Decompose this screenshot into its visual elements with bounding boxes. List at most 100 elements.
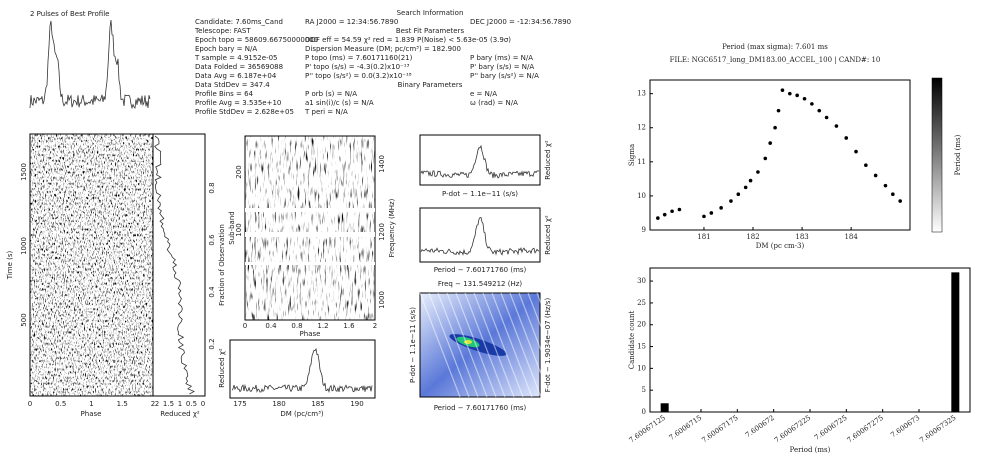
- y-label: Reduced χ²: [218, 348, 226, 388]
- info-line: Dispersion Measure (DM; pc/cm³) = 182.90…: [305, 45, 461, 53]
- chart-title: Period (max sigma): 7.601 ms: [722, 43, 828, 51]
- info-line: Epoch bary = N/A: [195, 45, 257, 53]
- y-tick-label: 20: [637, 321, 646, 329]
- point: [891, 192, 895, 197]
- contour-streak: [482, 292, 524, 398]
- info-line: P'' topo (s/s²) = 0.0(3.2)x10⁻¹⁸: [305, 72, 412, 80]
- x-label: Period − 7.60171760 (ms): [434, 266, 527, 274]
- y-tick-label: 10: [637, 364, 646, 372]
- point: [810, 102, 814, 106]
- point: [768, 141, 772, 145]
- info-line: P' bary (s/s) = N/A: [470, 63, 534, 71]
- contour-streak: [437, 292, 479, 398]
- info-line: Epoch topo = 58609.66750000000: [195, 36, 318, 44]
- x-tick-label: 182: [746, 233, 759, 241]
- search-title: Search Information: [397, 9, 464, 17]
- y-label: Time (s): [6, 251, 14, 281]
- bar: [951, 272, 960, 412]
- point: [873, 173, 878, 178]
- info-header: Best Fit Parameters: [396, 27, 465, 35]
- info-line: T peri = N/A: [304, 108, 348, 116]
- point: [677, 207, 682, 212]
- info-line: P' topo (s/s) = -4.3(0.2)x10⁻¹³: [305, 63, 410, 71]
- info-line: P orb (s) = N/A: [305, 90, 357, 98]
- info-line: T sample = 4.9152e-05: [194, 54, 278, 62]
- contour-streak: [491, 292, 533, 398]
- x-tick-label: 7.6006725: [813, 414, 849, 442]
- point: [670, 209, 674, 214]
- x-tick-label: 7.600672: [744, 414, 776, 440]
- contour-streak: [473, 292, 515, 398]
- profile-title: 2 Pulses of Best Profile: [30, 10, 109, 18]
- x-tick-label: 7.600673: [889, 414, 921, 440]
- y-tick-label: 1000: [20, 237, 28, 255]
- info-line: P'' bary (s/s²) = N/A: [470, 72, 539, 80]
- x-tick-label: 175: [233, 400, 246, 408]
- x-label: DM (pc/cm³): [280, 410, 324, 418]
- time-phase-image: [30, 134, 153, 396]
- x-tick-label: 1: [89, 400, 93, 408]
- y-tick-label: 11: [637, 158, 646, 166]
- x-tick-label: 7.60067325: [918, 414, 957, 445]
- y-tick-label: 0: [642, 408, 646, 416]
- x-tick-label: 0: [201, 400, 205, 408]
- x-tick-label: 0.4: [265, 322, 277, 330]
- x-tick-label: 2: [151, 400, 155, 408]
- y-tick-label: 500: [20, 313, 28, 326]
- info-line: Telescope: FAST: [194, 27, 251, 35]
- x-tick-label: 1.6: [343, 322, 355, 330]
- point: [776, 108, 781, 113]
- x-tick-label: 2: [373, 322, 377, 330]
- info-line: Candidate: 7.60ms_Cand: [195, 18, 283, 26]
- contour-streak: [428, 292, 470, 398]
- x-tick-label: 184: [844, 233, 858, 241]
- point: [883, 183, 888, 188]
- info-line: RA J2000 = 12:34:56.7890: [305, 18, 398, 26]
- contour-streak: [536, 292, 578, 398]
- x-tick-label: 0.5: [55, 400, 66, 408]
- y-tick-label: 0.2: [208, 338, 216, 349]
- x-tick-label: 0.5: [186, 400, 197, 408]
- info-line: P bary (ms) = N/A: [470, 54, 533, 62]
- x-tick-label: 183: [795, 233, 808, 241]
- info-line: Profile StdDev = 2.628e+05: [195, 108, 294, 116]
- contour-streak: [446, 292, 488, 398]
- scatter-frame: [649, 79, 911, 231]
- x-tick-label: 7.60067125: [628, 414, 667, 445]
- point: [719, 206, 723, 210]
- x-tick-label: 0.8: [291, 322, 302, 330]
- point: [780, 88, 785, 93]
- point: [834, 124, 839, 128]
- x-tick-label: 2: [155, 400, 159, 408]
- point: [656, 216, 660, 220]
- point: [709, 211, 714, 215]
- info-line: Data StdDev = 347.4: [195, 81, 270, 89]
- y-tick-label: 30: [637, 277, 646, 285]
- trial-curve: [420, 217, 540, 256]
- y-tick-label: 100: [235, 223, 243, 236]
- pdot-frame: [419, 134, 541, 186]
- y-tick-label: 1500: [20, 163, 28, 181]
- x-tick-label: 185: [311, 400, 324, 408]
- x-tick-label: 1.5: [163, 400, 174, 408]
- y-label: Sigma: [628, 144, 636, 166]
- contour-streak: [509, 292, 551, 398]
- y-tick-label: 10: [637, 192, 646, 200]
- colorbar-label: Period (ms): [954, 134, 962, 175]
- point: [898, 199, 902, 203]
- y-tick-label: 9: [642, 226, 646, 234]
- point: [763, 156, 768, 161]
- contour-streak: [518, 292, 560, 398]
- y-tick-label: 0.6: [208, 234, 216, 246]
- info-header: Binary Parameters: [398, 81, 463, 89]
- contour-streak: [527, 292, 569, 398]
- chart-subtitle: FILE: NGC6517_long_DM183.00_ACCEL_100 | …: [670, 56, 881, 64]
- subband-gap: [245, 208, 375, 212]
- contour-streak: [419, 292, 461, 398]
- x-tick-label: 180: [272, 400, 285, 408]
- y2-tick-label: 1000: [378, 291, 386, 309]
- point: [864, 163, 868, 168]
- x-label: P-dot − 1.1e−11 (s/s): [442, 190, 518, 198]
- y-tick-label: 12: [637, 124, 646, 132]
- y-tick-label: 13: [637, 90, 646, 98]
